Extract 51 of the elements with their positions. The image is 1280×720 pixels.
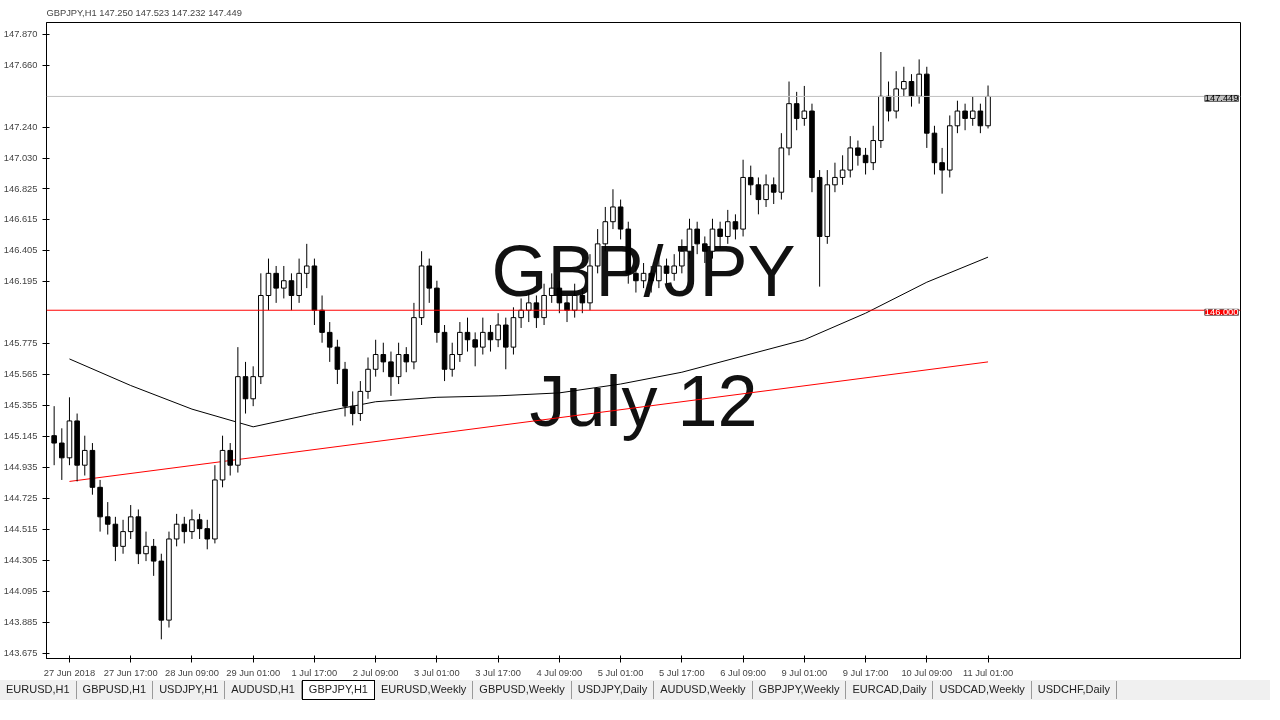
- y-tick-label: 144.095: [3, 586, 38, 597]
- y-tick-label: 146.195: [3, 276, 38, 287]
- x-tick-label: 3 Jul 01:00: [414, 667, 460, 678]
- x-tick-label: 1 Jul 17:00: [291, 667, 338, 678]
- y-tick-label: 147.240: [3, 122, 38, 133]
- x-tick-label: 10 Jul 09:00: [901, 667, 953, 678]
- x-tick-label: 6 Jul 09:00: [720, 667, 766, 678]
- x-tick-label: 27 Jun 17:00: [103, 667, 158, 678]
- y-tick-label: 144.305: [3, 555, 38, 566]
- x-tick-label: 9 Jul 01:00: [781, 667, 828, 678]
- y-tick-label: 143.885: [3, 617, 38, 628]
- x-tick-label: 4 Jul 09:00: [536, 667, 583, 678]
- y-tick-label: 144.515: [3, 524, 38, 535]
- text: USDJPY,Daily: [571, 681, 655, 699]
- y-tick-label: 147.870: [3, 29, 38, 40]
- y-tick-label: 145.775: [3, 338, 38, 349]
- text: USDCAD,Weekly: [933, 681, 1032, 699]
- y-tick-label: 146.405: [3, 245, 38, 256]
- text: GBPUSD,Weekly: [473, 681, 572, 699]
- y-tick-label: 145.565: [3, 369, 38, 380]
- y-tick-label: 146.825: [3, 183, 38, 194]
- x-tick-label: 5 Jul 17:00: [659, 667, 705, 678]
- text: EURUSD,Weekly: [374, 681, 474, 699]
- x-tick-label: 5 Jul 01:00: [597, 667, 644, 678]
- y-tick-label: 147.030: [3, 153, 38, 164]
- y-tick-label: 144.935: [3, 462, 38, 473]
- x-tick-label: 28 Jun 09:00: [164, 667, 219, 678]
- text: EURUSD,H1: [0, 681, 77, 699]
- y-tick-label: 143.675: [3, 648, 38, 659]
- x-tick-label: 27 Jun 2018: [43, 667, 96, 678]
- x-tick-label: 3 Jul 17:00: [475, 667, 521, 678]
- y-tick-label: 145.355: [3, 400, 38, 411]
- x-tick-label: 11 Jul 01:00: [962, 667, 1014, 678]
- text: GBPJPY,Weekly: [752, 681, 847, 699]
- text: USDCHF,Daily: [1031, 681, 1117, 699]
- text: GBPJPY,H1: [301, 680, 375, 700]
- text: EURCAD,Daily: [846, 681, 934, 699]
- text: USDJPY,H1: [153, 681, 226, 699]
- y-tick-label: 147.660: [3, 60, 38, 71]
- chart-title: GBPJPY,H1 147.250 147.523 147.232 147.449: [46, 7, 242, 18]
- y-tick-label: 145.145: [3, 431, 38, 442]
- text: AUDUSD,H1: [225, 681, 302, 699]
- x-tick-label: 2 Jul 09:00: [352, 667, 399, 678]
- text: AUDUSD,Weekly: [654, 681, 753, 699]
- y-tick-label: 146.615: [3, 214, 38, 225]
- x-tick-label: 29 Jun 01:00: [226, 667, 281, 678]
- x-tick-label: 9 Jul 17:00: [842, 667, 889, 678]
- y-tick-label: 144.725: [3, 493, 38, 504]
- text: GBPUSD,H1: [76, 681, 154, 699]
- ref-line-label: 146.000: [1204, 307, 1239, 318]
- ref-line-label: 147.449: [1204, 93, 1239, 104]
